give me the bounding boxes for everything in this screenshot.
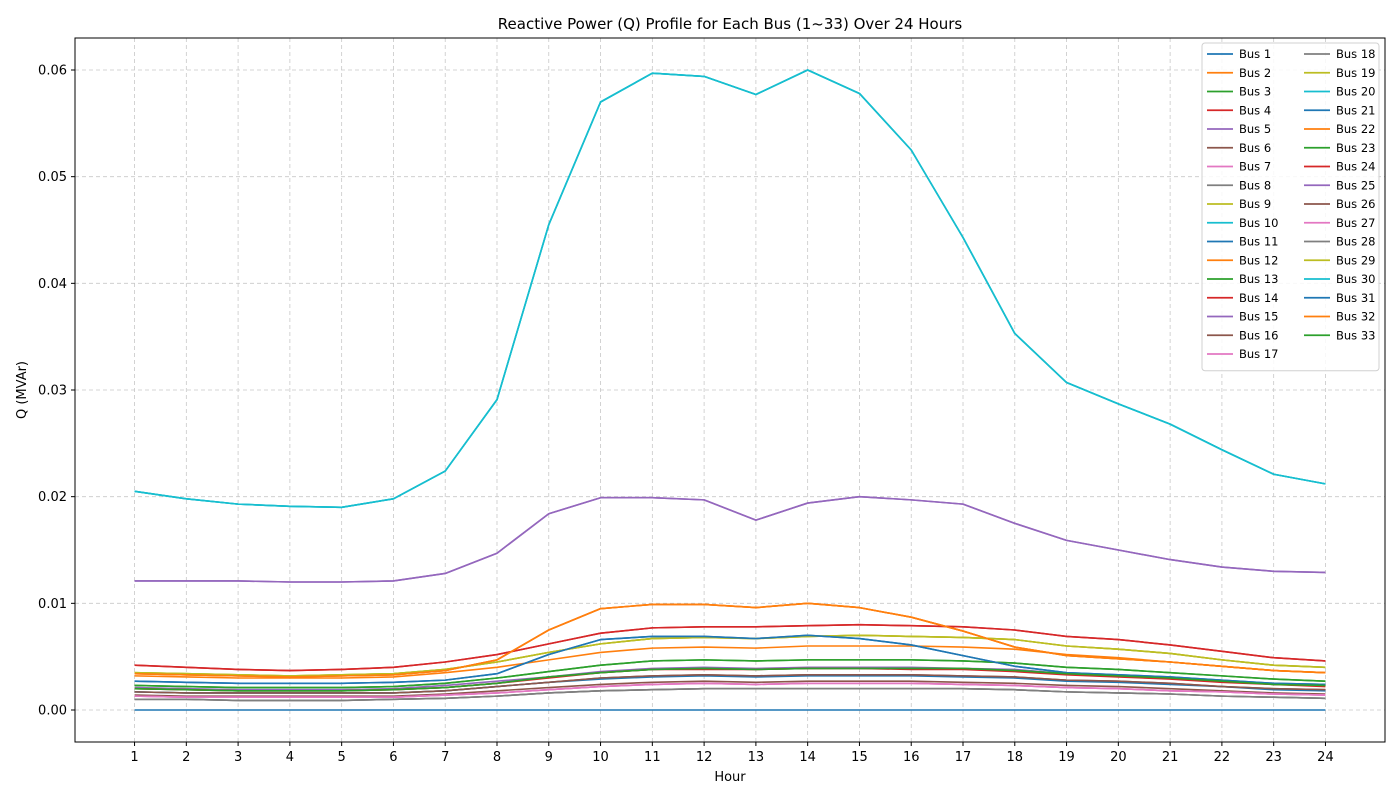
legend-entry-label: Bus 5 [1239,122,1271,136]
x-tick-label: 16 [903,750,920,765]
x-tick-label: 6 [389,750,397,765]
y-axis-label: Q (MVAr) [15,361,30,419]
x-tick-label: 17 [955,750,972,765]
legend-entry-label: Bus 28 [1336,235,1375,249]
y-tick-label: 0.05 [38,170,67,185]
y-tick-label: 0.00 [38,704,67,719]
legend-entry-label: Bus 20 [1336,85,1375,99]
legend-entry-label: Bus 17 [1239,347,1278,361]
legend-entry-label: Bus 10 [1239,216,1278,230]
series-line-bus-10 [134,69,1326,509]
legend-box [1201,42,1380,372]
legend-entry-label: Bus 9 [1239,197,1271,211]
x-tick-label: 8 [493,750,501,765]
y-tick-label: 0.01 [38,597,67,612]
x-tick-label: 21 [1162,750,1179,765]
series-line-bus-2 [134,645,1326,679]
x-tick-label: 11 [644,750,661,765]
series-line-bus-26 [134,673,1326,694]
legend-entry-label: Bus 4 [1239,103,1271,117]
x-tick-label: 22 [1214,750,1231,765]
x-axis-label: Hour [714,770,746,785]
x-tick-label: 18 [1007,750,1024,765]
x-tick-label: 24 [1317,750,1334,765]
legend-entry-label: Bus 27 [1336,216,1375,230]
series-line-bus-33 [134,667,1326,692]
legend-entry-label: Bus 32 [1336,310,1375,324]
y-tick-label: 0.02 [38,490,67,505]
series-line-bus-20 [134,69,1326,509]
legend-entry-label: Bus 14 [1239,291,1278,305]
legend-entry-label: Bus 21 [1336,103,1375,117]
x-tick-label: 9 [545,750,553,765]
legend-entry-label: Bus 29 [1336,253,1375,267]
legend-entry-label: Bus 22 [1336,122,1375,136]
legend-entry-label: Bus 3 [1239,85,1271,99]
legend-entry-label: Bus 16 [1239,328,1278,342]
legend: Bus 1 Bus 2 Bus 3 Bus 4 Bus 5 Bus 6 Bus 7 Bus 8… [1201,42,1380,372]
series-line-bus-6 [134,680,1326,697]
x-tick-label: 3 [234,750,242,765]
series-line-bus-30 [134,69,1326,509]
series-line-bus-31 [134,634,1326,686]
legend-entry-label: Bus 6 [1239,141,1271,155]
legend-entry-label: Bus 19 [1336,66,1375,80]
x-tick-label: 5 [338,750,346,765]
series-layer [134,69,1326,711]
legend-entry-label: Bus 13 [1239,272,1278,286]
y-axis: 0.00 0.01 0.02 0.03 0.04 0.05 0.06 [38,64,75,719]
y-tick-label: 0.04 [38,277,67,292]
series-line-bus-22 [134,602,1326,678]
legend-entry-label: Bus 11 [1239,235,1278,249]
x-tick-label: 10 [592,750,609,765]
x-tick-label: 14 [799,750,816,765]
legend-entry-label: Bus 7 [1239,160,1271,174]
series-line-bus-32 [134,602,1326,678]
chart-title: Reactive Power (Q) Profile for Each Bus … [498,15,963,33]
series-line-bus-12 [134,602,1326,678]
grid-layer [75,38,1385,742]
legend-entry-label: Bus 1 [1239,47,1271,61]
x-tick-label: 13 [748,750,765,765]
legend-entry-label: Bus 12 [1239,253,1278,267]
x-tick-label: 4 [286,750,294,765]
x-tick-label: 1 [130,750,138,765]
x-tick-label: 15 [851,750,868,765]
series-line-bus-25 [134,495,1326,583]
legend-entry-label: Bus 26 [1336,197,1375,211]
legend-entry-label: Bus 18 [1336,47,1375,61]
series-line-bus-24 [134,623,1326,672]
x-tick-label: 7 [441,750,449,765]
series-line-bus-27 [134,682,1326,699]
legend-entry-label: Bus 25 [1336,178,1375,192]
legend-entry-label: Bus 33 [1336,328,1375,342]
legend-entry-label: Bus 31 [1336,291,1375,305]
x-tick-label: 2 [182,750,190,765]
legend-entry-label: Bus 24 [1336,160,1375,174]
series-line-bus-28 [134,687,1326,702]
x-axis: 1 2 3 4 5 6 7 8 9 10 11 12 13 14 15 16 17 18 19 20 21 22 23 24 [130,742,1334,765]
legend-entry-label: Bus 2 [1239,66,1271,80]
x-tick-label: 12 [696,750,713,765]
series-line-bus-23 [134,659,1326,689]
legend-entry-label: Bus 15 [1239,310,1278,324]
x-tick-label: 20 [1110,750,1127,765]
x-tick-label: 23 [1265,750,1282,765]
x-tick-label: 19 [1058,750,1075,765]
legend-entry-label: Bus 30 [1336,272,1375,286]
legend-entry-label: Bus 23 [1336,141,1375,155]
y-tick-label: 0.03 [38,384,67,399]
y-tick-label: 0.06 [38,64,67,79]
legend-entry-label: Bus 8 [1239,178,1271,192]
